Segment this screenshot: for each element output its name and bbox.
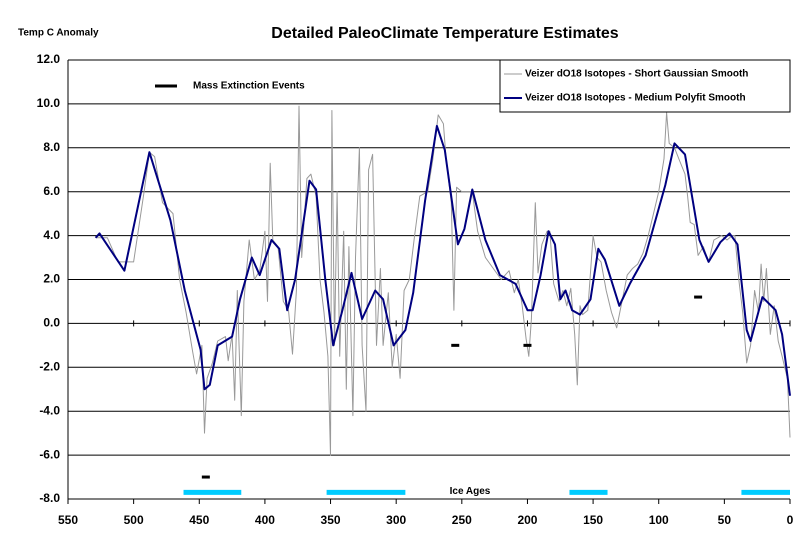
chart-title: Detailed PaleoClimate Temperature Estima… [271, 25, 618, 42]
x-tick-label: 200 [517, 513, 537, 527]
x-tick-label: 450 [189, 513, 209, 527]
x-tick-label: 250 [452, 513, 472, 527]
y-tick-label: 6.0 [43, 184, 60, 198]
x-tick-label: 300 [386, 513, 406, 527]
series-line [96, 105, 791, 456]
y-tick-label: 0.0 [43, 316, 60, 330]
legend-box [499, 59, 791, 113]
x-tick-label: 150 [583, 513, 603, 527]
y-tick-label: 10.0 [37, 96, 61, 110]
x-tick-label: 50 [718, 513, 732, 527]
x-tick-label: 100 [649, 513, 669, 527]
y-tick-label: -8.0 [39, 491, 60, 505]
x-tick-label: 500 [124, 513, 144, 527]
legend-label: Veizer dO18 Isotopes - Medium Polyfit Sm… [525, 93, 746, 104]
x-tick-label: 550 [58, 513, 78, 527]
x-tick-label: 350 [321, 513, 341, 527]
legend-label: Veizer dO18 Isotopes - Short Gaussian Sm… [525, 69, 748, 80]
series-line [94, 124, 791, 396]
y-tick-label: 4.0 [43, 228, 60, 242]
y-tick-label: 8.0 [43, 140, 60, 154]
y-tick-label: -2.0 [39, 359, 60, 373]
y-tick-label: 2.0 [43, 272, 60, 286]
ice-age-label: Ice Ages [450, 486, 491, 497]
y-axis-label: Temp C Anomaly [18, 28, 99, 39]
y-tick-label: 12.0 [37, 52, 61, 66]
legend-label: Mass Extinction Events [193, 81, 305, 92]
x-tick-label: 0 [787, 513, 794, 527]
y-tick-label: -6.0 [39, 447, 60, 461]
y-tick-label: -4.0 [39, 403, 60, 417]
x-tick-label: 400 [255, 513, 275, 527]
